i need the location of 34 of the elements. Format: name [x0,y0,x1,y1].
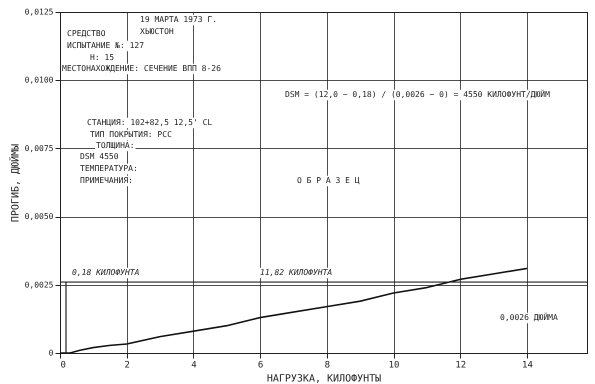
x-tick-label: 0 [60,360,66,370]
x-tick-label: 10 [388,360,400,370]
annotation: ПРИМЕЧАНИЯ: [80,176,133,185]
x-axis-title: НАГРУЗКА, КИЛОФУНТЫ [266,374,382,384]
ref-line-label: 11,82 КИЛОФУНТА [260,268,332,277]
annotation: Н: 15 [90,53,114,62]
y-tick-label: 0,0075 [24,144,54,153]
y-tick-label: 0,0125 [24,8,54,16]
y-tick-label: 0,0100 [24,76,54,85]
x-tick-label: 8 [324,360,330,370]
annotation: МЕСТОНАХОЖДЕНИЕ: СЕЧЕНИЕ ВПП 8-26 [62,64,222,73]
annotation: ХЬЮСТОН [140,27,174,36]
annotation: ИСПЫТАНИЕ №: 127 [67,41,144,50]
x-tick-label: 14 [522,360,533,370]
line-series [59,268,528,354]
annotation: О Б Р А З Е Ц [297,176,360,185]
ref-line-label: 0,18 КИЛОФУНТА [72,268,140,277]
x-tick-label: 12 [455,360,466,370]
y-tick-label: 0,0050 [24,212,54,222]
annotation: СТАНЦИЯ: 102+82,5 12,5' CL [87,118,212,127]
annotation: ТЕМПЕРАТУРА: [80,164,138,173]
x-tick-label: 4 [191,360,197,370]
annotation: DSM 4550 [80,152,119,161]
y-tick-label: 0,0025 [24,280,54,290]
annotation: ТИП ПОКРЫТИЯ: PCC [90,130,172,139]
annotation: СРЕДСТВО [67,29,106,38]
x-tick-label: 2 [124,360,130,370]
y-tick-label: 0 [48,348,54,358]
annotation: 19 МАРТА 1973 Г. [140,15,218,24]
y-axis-title: ПРОГИБ, ДЮЙМЫ [8,144,22,222]
x-tick-label: 6 [258,360,264,370]
annotation: ТОЛЩИНА: [96,141,135,150]
annotation: 0,0026 ДЮЙМА [500,312,558,322]
annotation: DSM = (12,0 − 0,18) / (0,0026 − 0) = 4550 КИЛОФУНТ/ДЮЙМ [285,89,550,99]
